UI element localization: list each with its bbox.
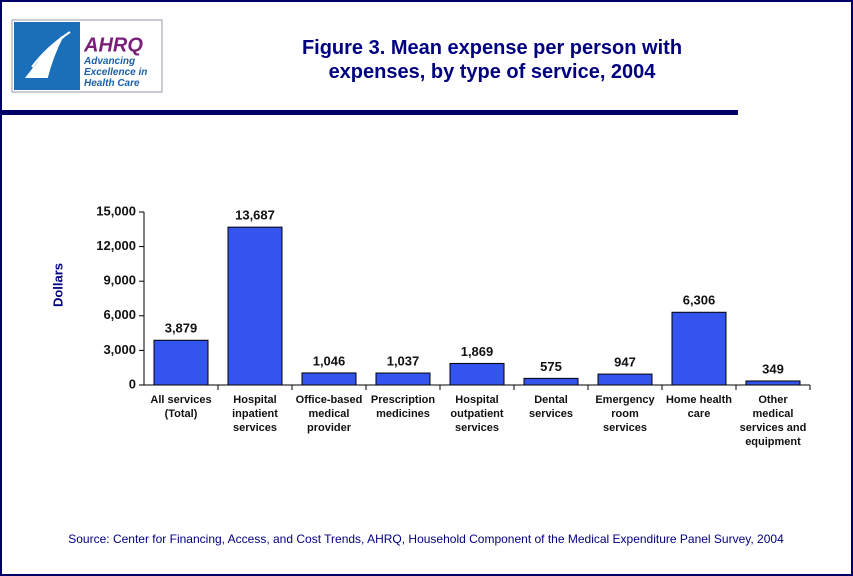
logo-tagline-box: Advancing Excellence in Health Care	[84, 56, 148, 89]
chart-title: Figure 3. Mean expense per person with e…	[301, 37, 683, 83]
value-label: 1,869	[461, 344, 494, 359]
hhs-eagle	[24, 31, 71, 78]
x-tick-label: Dental services	[528, 394, 574, 420]
y-tick-label: 0	[129, 376, 136, 391]
x-tick-label: Prescription medicines	[370, 394, 436, 420]
value-label: 575	[540, 359, 562, 374]
bar	[375, 372, 431, 386]
bar	[745, 380, 801, 386]
bar	[671, 311, 727, 386]
header-rule	[2, 110, 738, 115]
value-label: 13,687	[235, 208, 275, 223]
bar	[301, 372, 357, 386]
value-label: 1,046	[313, 353, 346, 368]
value-label: 1,037	[387, 353, 420, 368]
bar	[153, 339, 209, 386]
x-tick-label: Hospital inpatient services	[232, 394, 278, 434]
y-tick-label: 15,000	[96, 203, 136, 218]
y-axis-label: Dollars	[50, 263, 65, 307]
title-box: Figure 3. Mean expense per person with e…	[301, 37, 683, 83]
bar	[597, 373, 653, 386]
x-tick-label: Other medical services and equipment	[739, 394, 807, 448]
y-tick-label: 12,000	[96, 238, 136, 253]
value-label: 947	[614, 355, 636, 370]
bar	[227, 226, 283, 386]
bar	[523, 377, 579, 386]
source-note: Source: Center for Financing, Access, an…	[68, 532, 784, 546]
value-label: 3,879	[165, 321, 198, 336]
logo-tagline: Advancing Excellence in Health Care	[84, 56, 148, 89]
value-label: 349	[762, 361, 784, 376]
x-tick-label: Emergency room services	[595, 394, 655, 434]
bar	[449, 362, 505, 386]
x-tick-label: Hospital outpatient services	[450, 394, 504, 434]
x-tick-label: All services (Total)	[150, 394, 212, 420]
y-tick-label: 6,000	[103, 307, 136, 322]
logo-name: AHRQ	[83, 34, 143, 56]
x-tick-label: Office-based medical provider	[295, 394, 363, 434]
x-tick-label: Home health care	[665, 394, 732, 420]
value-label: 6,306	[683, 293, 716, 308]
y-tick-label: 9,000	[103, 273, 136, 288]
y-tick-label: 3,000	[103, 342, 136, 357]
